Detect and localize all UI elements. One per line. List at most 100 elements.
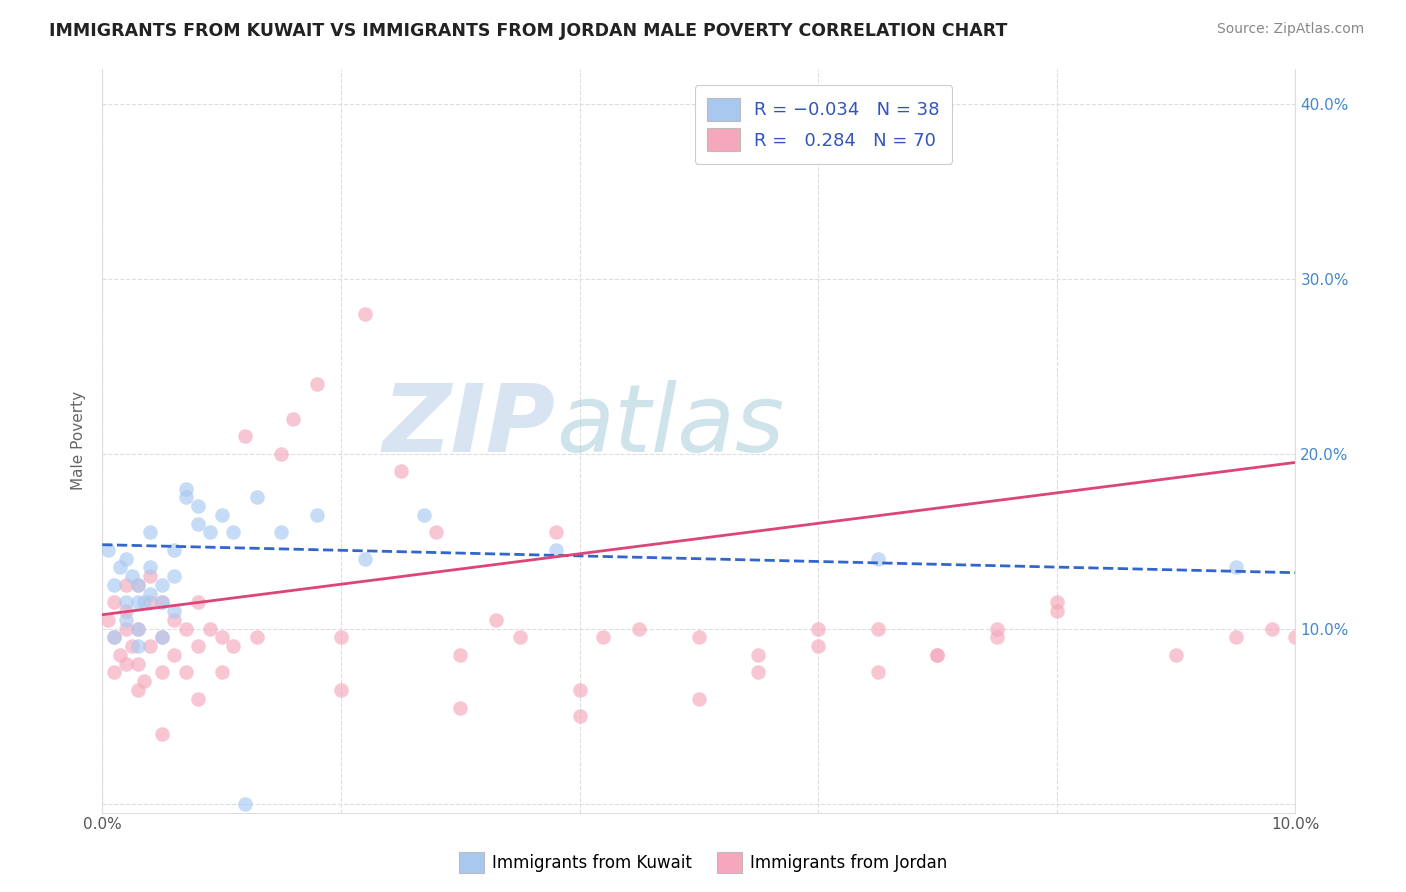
Point [927,648,949,662]
Point [163,604,186,618]
Point [139,639,162,653]
Point [198,525,221,540]
Point [509,631,531,645]
Point [150,665,173,680]
Point [150,595,173,609]
Point [222,525,245,540]
Point [235,429,257,443]
Point [211,508,233,522]
Point [150,595,173,609]
Point [198,622,221,636]
Point [163,543,186,558]
Point [108,648,131,662]
Point [115,595,138,609]
Point [187,499,209,513]
Point [127,683,149,698]
Point [1225,560,1247,574]
Point [103,595,125,609]
Point [389,464,412,478]
Point [115,657,138,671]
Text: Source: ZipAtlas.com: Source: ZipAtlas.com [1216,22,1364,37]
Y-axis label: Male Poverty: Male Poverty [72,391,86,490]
Legend: R = −0.034   N = 38, R =   0.284   N = 70: R = −0.034 N = 38, R = 0.284 N = 70 [695,85,952,164]
Point [150,631,173,645]
Point [174,491,197,505]
Point [211,631,233,645]
Point [127,595,149,609]
Point [807,639,830,653]
Point [163,613,186,627]
Point [127,578,149,592]
Point [127,639,149,653]
Point [1046,604,1069,618]
Point [115,551,138,566]
Point [163,569,186,583]
Point [115,578,138,592]
Point [628,622,651,636]
Point [115,622,138,636]
Text: IMMIGRANTS FROM KUWAIT VS IMMIGRANTS FROM JORDAN MALE POVERTY CORRELATION CHART: IMMIGRANTS FROM KUWAIT VS IMMIGRANTS FRO… [49,22,1008,40]
Point [132,674,155,689]
Point [174,665,197,680]
Point [103,578,125,592]
Point [305,508,328,522]
Point [1225,631,1247,645]
Point [270,525,292,540]
Point [1046,595,1069,609]
Point [103,665,125,680]
Point [807,622,830,636]
Point [927,648,949,662]
Point [150,631,173,645]
Point [187,595,209,609]
Point [866,622,889,636]
Point [413,508,436,522]
Point [127,657,149,671]
Point [139,595,162,609]
Text: ZIP: ZIP [382,380,555,472]
Point [485,613,508,627]
Point [174,482,197,496]
Point [174,622,197,636]
Point [139,587,162,601]
Point [139,560,162,574]
Point [449,648,471,662]
Point [235,797,257,811]
Point [108,560,131,574]
Point [866,665,889,680]
Point [270,447,292,461]
Point [1284,631,1306,645]
Point [986,622,1008,636]
Point [866,551,889,566]
Point [139,525,162,540]
Point [747,665,769,680]
Point [115,613,138,627]
Point [222,639,245,653]
Point [449,700,471,714]
Point [688,691,710,706]
Point [305,376,328,391]
Point [150,727,173,741]
Point [97,543,120,558]
Point [139,569,162,583]
Point [127,622,149,636]
Point [187,516,209,531]
Point [329,631,352,645]
Point [211,665,233,680]
Point [163,648,186,662]
Point [329,683,352,698]
Point [150,578,173,592]
Point [127,622,149,636]
Legend: Immigrants from Kuwait, Immigrants from Jordan: Immigrants from Kuwait, Immigrants from … [451,846,955,880]
Point [187,639,209,653]
Point [187,691,209,706]
Point [97,613,120,627]
Point [127,578,149,592]
Point [121,639,143,653]
Text: atlas: atlas [555,380,785,471]
Point [353,551,375,566]
Point [544,525,567,540]
Point [1260,622,1282,636]
Point [544,543,567,558]
Point [353,307,375,321]
Point [132,595,155,609]
